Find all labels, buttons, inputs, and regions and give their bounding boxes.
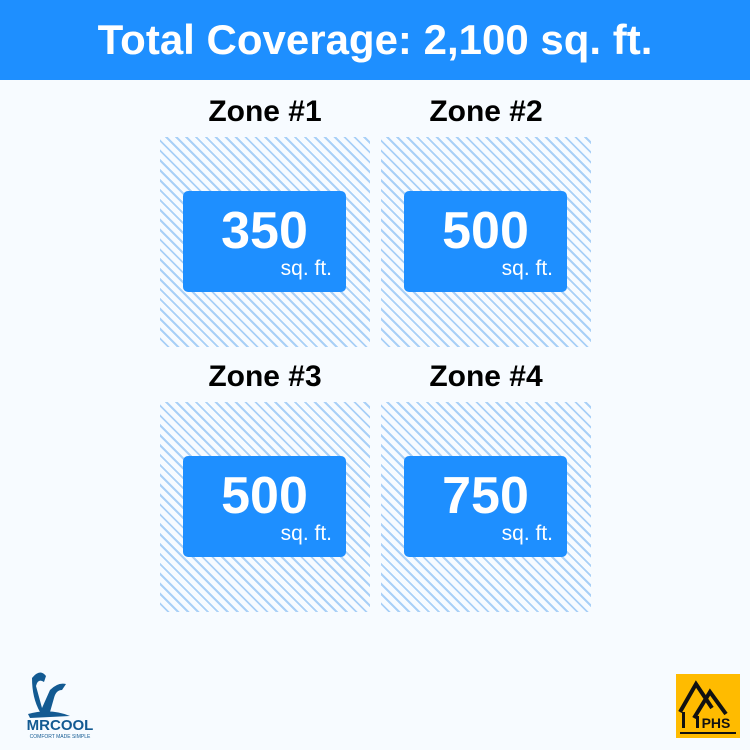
- coverage-value: 750: [442, 467, 529, 525]
- zone-title: Zone #4: [429, 360, 543, 393]
- page-title: Total Coverage: 2,100 sq. ft.: [0, 0, 750, 80]
- coverage-card: 350 sq. ft.: [183, 191, 346, 292]
- svg-text:COMFORT MADE SIMPLE: COMFORT MADE SIMPLE: [30, 734, 91, 740]
- svg-text:PHS: PHS: [702, 715, 731, 731]
- coverage-unit: sq. ft.: [501, 522, 553, 545]
- coverage-unit: sq. ft.: [280, 522, 332, 545]
- zone-title: Zone #3: [208, 360, 322, 393]
- coverage-value: 500: [442, 202, 529, 260]
- svg-text:MRCOOL: MRCOOL: [27, 717, 94, 734]
- zone-title: Zone #1: [208, 95, 322, 128]
- zone-title: Zone #2: [429, 95, 543, 128]
- coverage-card: 500 sq. ft.: [183, 456, 346, 557]
- coverage-value: 350: [221, 202, 308, 260]
- coverage-unit: sq. ft.: [280, 257, 332, 280]
- mrcool-logo: MRCOOL COMFORT MADE SIMPLE: [10, 668, 115, 740]
- coverage-value: 500: [221, 467, 308, 525]
- coverage-unit: sq. ft.: [501, 257, 553, 280]
- coverage-card: 500 sq. ft.: [404, 191, 567, 292]
- coverage-card: 750 sq. ft.: [404, 456, 567, 557]
- phs-logo: PHS: [676, 674, 740, 738]
